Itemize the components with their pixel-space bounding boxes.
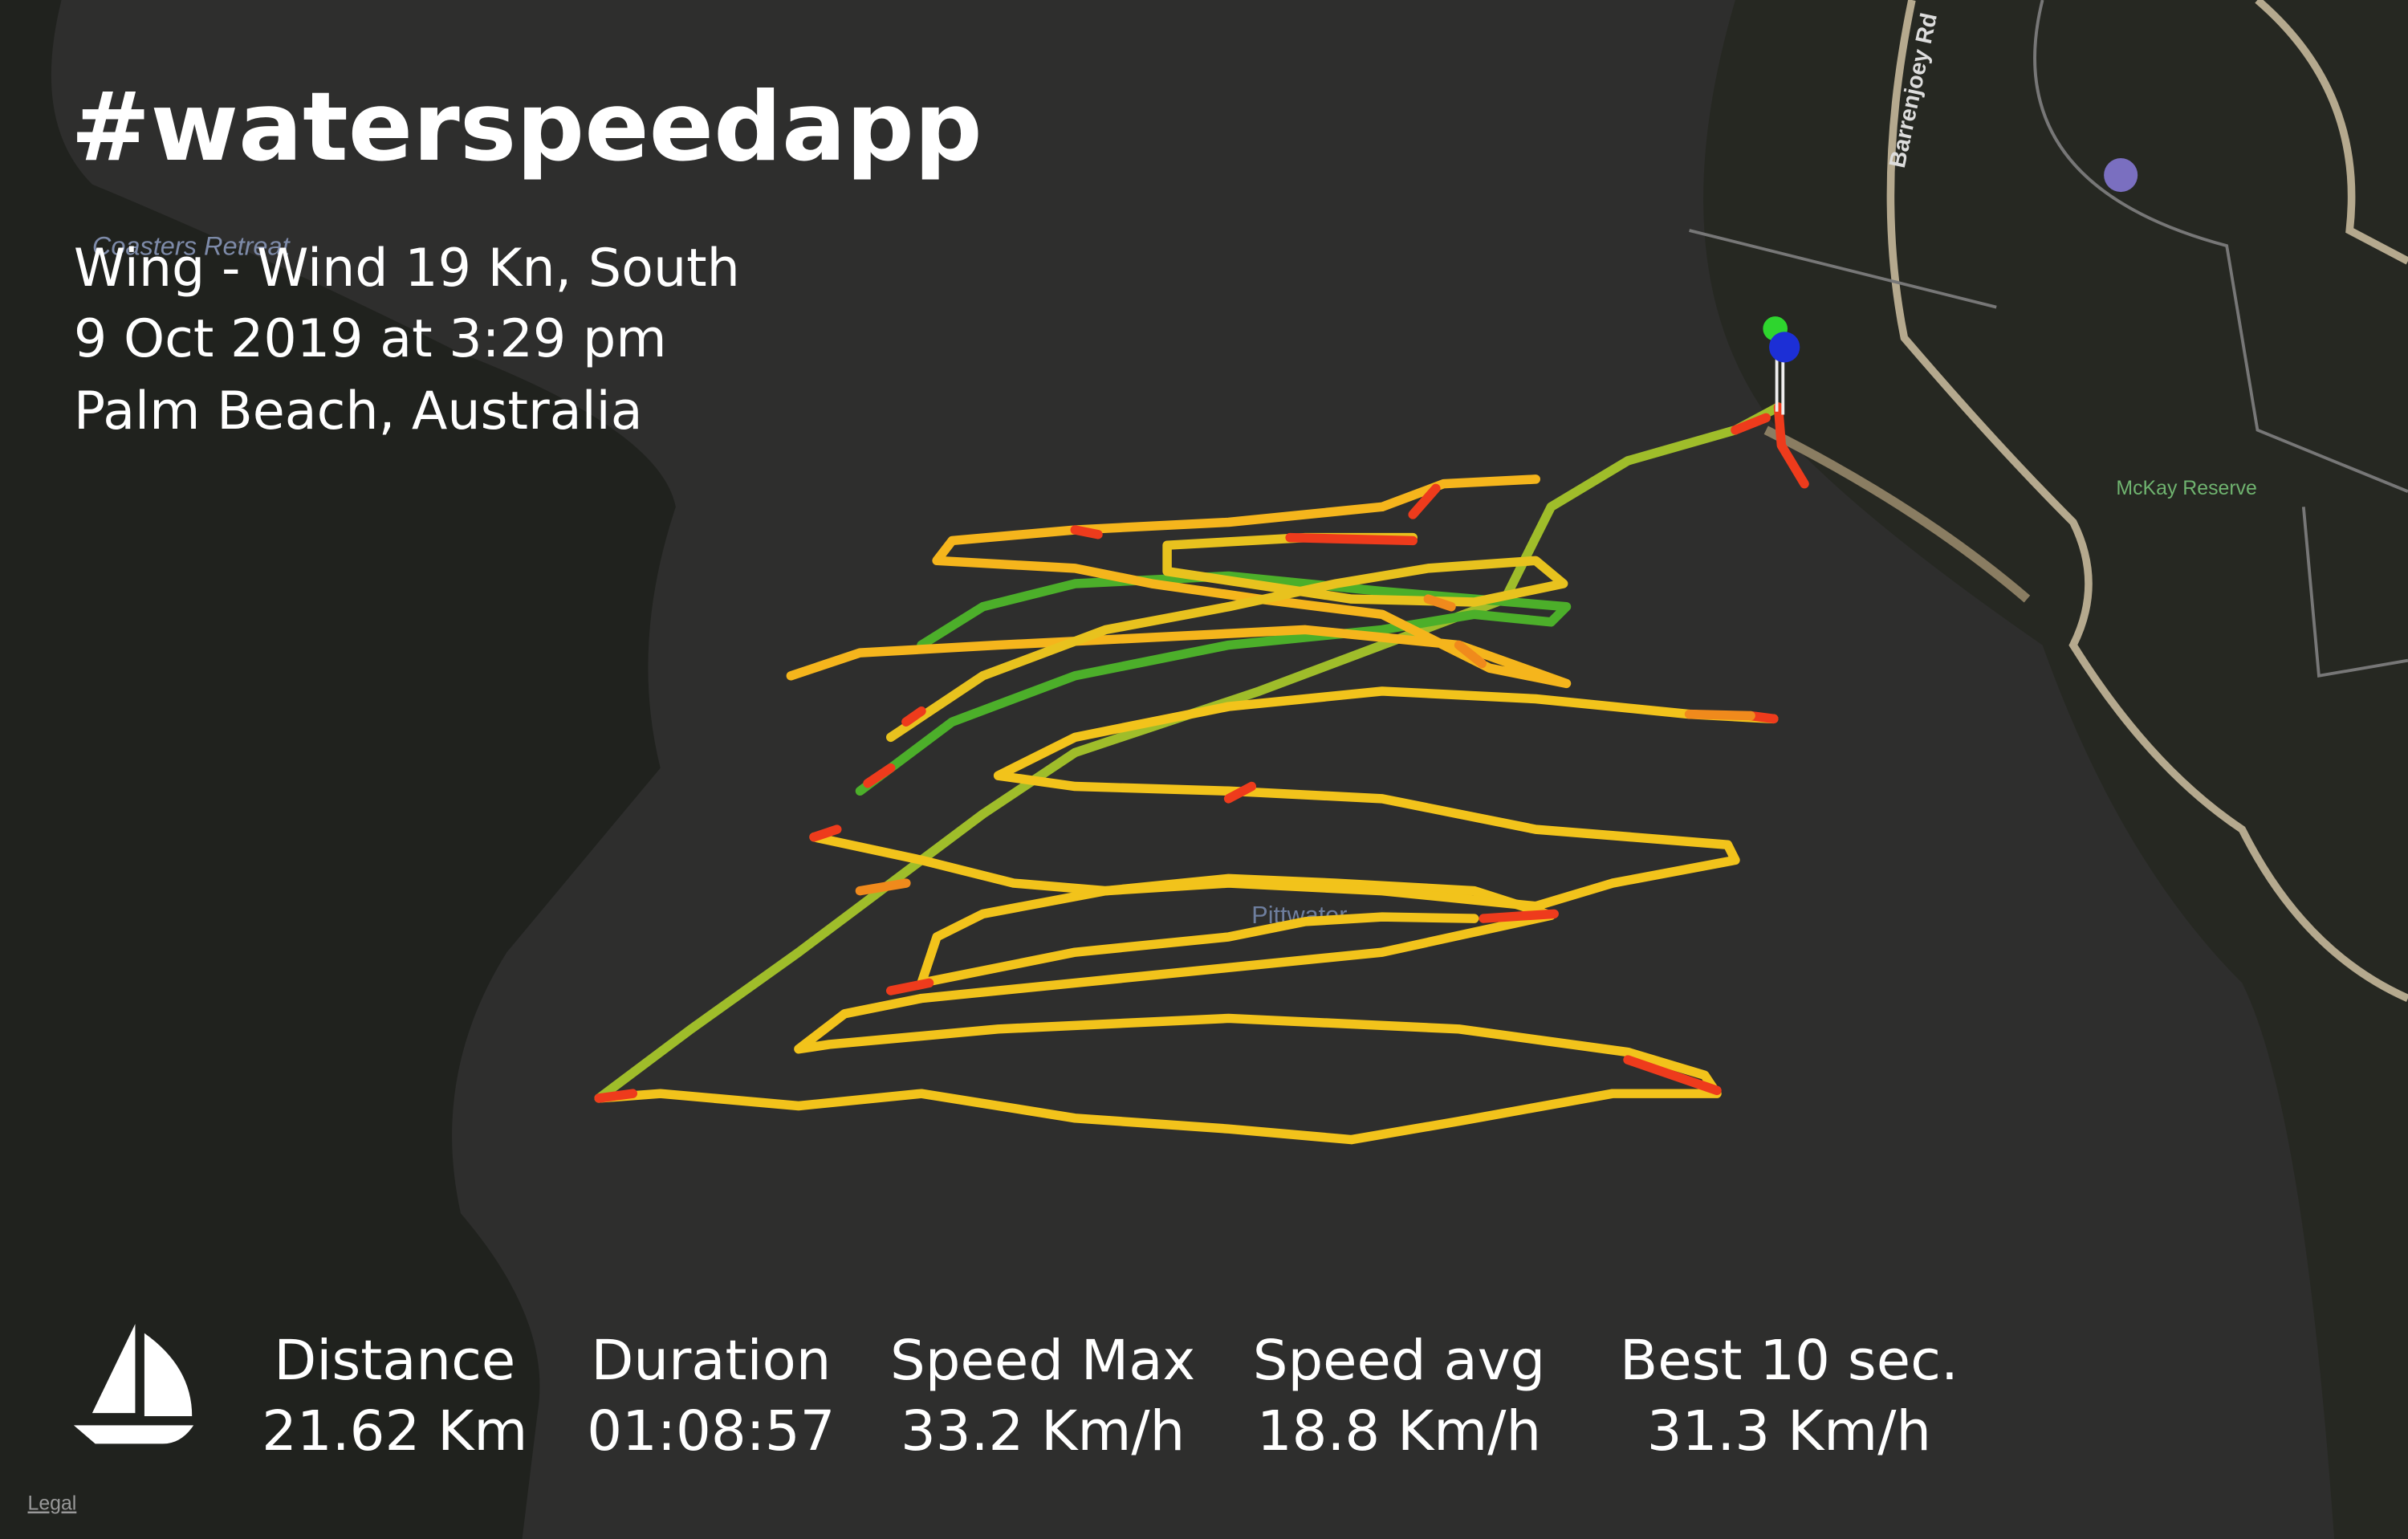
road bbox=[1886, 0, 2408, 1002]
street bbox=[1689, 0, 2408, 678]
stat-label: Speed Max bbox=[890, 1329, 1195, 1393]
stat-value: 01:08:57 bbox=[587, 1399, 835, 1464]
track bbox=[594, 316, 1809, 1145]
road bbox=[2255, 0, 2408, 265]
stat-label: Speed avg bbox=[1253, 1329, 1545, 1393]
stat-value: 18.8 Km/h bbox=[1257, 1399, 1541, 1464]
stat-label: Best 10 sec. bbox=[1620, 1329, 1959, 1393]
park-label: McKay Reserve bbox=[2116, 477, 2256, 499]
end-pin bbox=[1769, 332, 1800, 363]
title: #waterspeedapp bbox=[71, 71, 982, 182]
hull bbox=[73, 1425, 194, 1444]
stat-label: Duration bbox=[591, 1329, 831, 1393]
track-segment bbox=[594, 402, 1809, 1103]
stat-value: 31.3 Km/h bbox=[1647, 1399, 1931, 1464]
beach bbox=[1763, 425, 2031, 603]
land-west bbox=[0, 0, 676, 1539]
legal-link[interactable]: Legal bbox=[28, 1492, 77, 1515]
subtitle-line: Wing - Wind 19 Kn, South bbox=[74, 238, 740, 299]
sail bbox=[144, 1333, 193, 1416]
track-segment bbox=[809, 686, 1779, 911]
land-east bbox=[1703, 0, 2408, 1539]
poi bbox=[2104, 158, 2138, 193]
subtitle-line: 9 Oct 2019 at 3:29 pm bbox=[74, 309, 667, 369]
place-label: Coasters Retreat bbox=[92, 232, 291, 261]
track-segment bbox=[885, 532, 1568, 743]
track-segment bbox=[855, 594, 1755, 896]
stat-value: 21.62 Km bbox=[262, 1399, 527, 1464]
stat-value: 33.2 Km/h bbox=[901, 1399, 1185, 1464]
track-segment bbox=[594, 873, 1722, 1145]
track-segment bbox=[855, 571, 1572, 796]
subtitle-line: Palm Beach, Australia bbox=[74, 381, 643, 442]
stat-label: Distance bbox=[274, 1329, 515, 1393]
